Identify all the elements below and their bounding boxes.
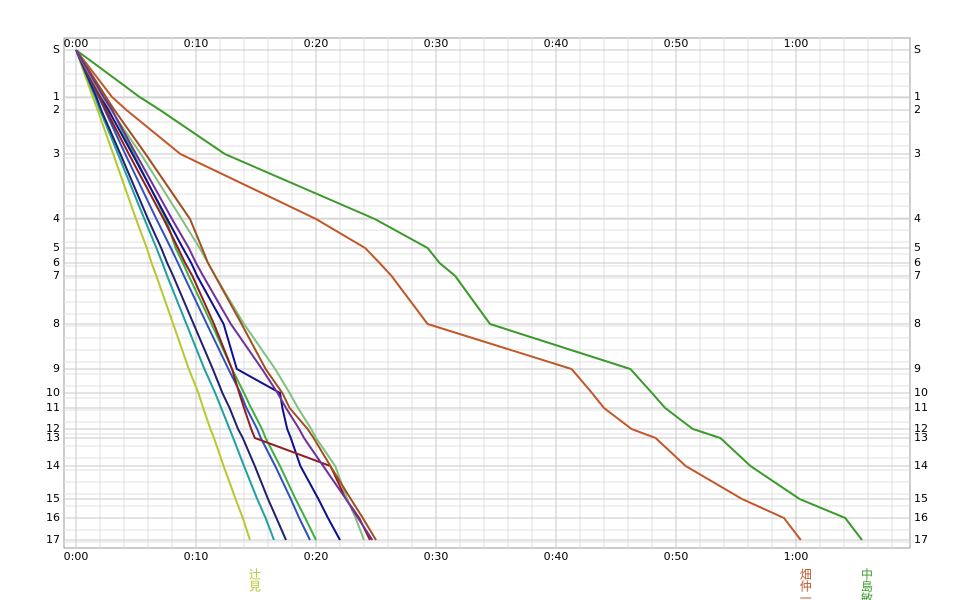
x-tick-label: 0:10 [184,37,209,50]
series-line [75,49,863,541]
x-tick-label: 0:20 [304,550,329,563]
series-line [75,49,287,541]
y-tick-label: 1 [914,90,921,103]
series-line [75,49,311,541]
legend-label: 辻見 [248,568,262,592]
series-line [75,49,275,541]
y-tick-label: 3 [53,147,60,160]
legend-label: 畑仲一 [798,568,812,600]
y-tick-label: 5 [53,241,60,254]
x-tick-label: 0:10 [184,550,209,563]
series-line [75,49,317,541]
series-line [75,49,377,541]
y-tick-label: 11 [914,401,928,414]
y-tick-label: 4 [914,212,921,225]
y-tick-label: 2 [53,103,60,116]
x-tick-label: 0:20 [304,37,329,50]
y-tick-label: 8 [914,317,921,330]
y-tick-label: 16 [914,511,928,524]
x-tick-label: 1:00 [784,37,809,50]
y-tick-label: 14 [46,459,60,472]
y-tick-label: 5 [914,241,921,254]
y-tick-label: 12 [914,422,928,435]
y-tick-label: 12 [46,422,60,435]
plot-frame [63,37,911,549]
y-tick-label: S [914,43,921,56]
series-line [75,49,341,541]
x-tick-label: 0:00 [64,550,89,563]
y-tick-label: 14 [914,459,928,472]
y-tick-label: 11 [46,401,60,414]
y-tick-label: 10 [46,386,60,399]
y-tick-label: 3 [914,147,921,160]
y-tick-label: 17 [46,533,60,546]
y-tick-label: 15 [914,492,928,505]
x-tick-label: 0:50 [664,37,689,50]
series-line [75,49,365,541]
y-tick-label: 6 [53,256,60,269]
x-tick-label: 0:40 [544,37,569,50]
y-tick-label: 4 [53,212,60,225]
x-tick-label: 0:50 [664,550,689,563]
y-tick-label: 16 [46,511,60,524]
y-tick-label: 7 [53,269,60,282]
y-tick-label: 10 [914,386,928,399]
y-tick-label: 9 [53,362,60,375]
y-tick-label: 1 [53,90,60,103]
y-tick-label: 8 [53,317,60,330]
y-tick-label: 13 [914,431,928,444]
y-tick-label: 6 [914,256,921,269]
legend-label: 中島敏 [860,567,874,600]
y-tick-label: 17 [914,533,928,546]
y-tick-label: 15 [46,492,60,505]
series-line [75,49,251,541]
y-tick-label: S [53,43,60,56]
x-tick-label: 1:00 [784,550,809,563]
x-tick-label: 0:30 [424,37,449,50]
x-tick-label: 0:30 [424,550,449,563]
y-tick-label: 2 [914,103,921,116]
x-tick-label: 0:00 [64,37,89,50]
y-tick-label: 13 [46,431,60,444]
y-tick-label: 9 [914,362,921,375]
series-line [75,49,802,541]
x-tick-label: 0:40 [544,550,569,563]
series-line [75,49,374,541]
y-tick-label: 7 [914,269,921,282]
